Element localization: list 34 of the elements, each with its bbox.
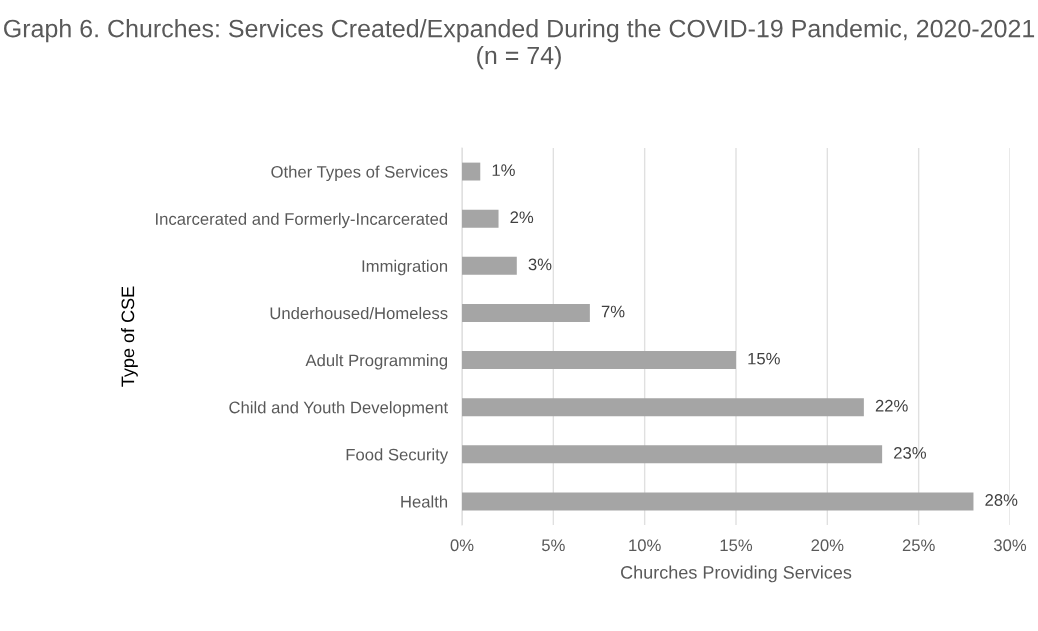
data-label: 23% <box>894 446 927 459</box>
x-tick-label: 20% <box>811 539 844 552</box>
x-tick-label: 5% <box>541 539 565 552</box>
x-tick-label: 0% <box>450 539 474 552</box>
bar <box>462 492 974 511</box>
bar <box>462 256 517 275</box>
y-axis-title: Type of CSE <box>121 286 138 387</box>
x-tick-label: 10% <box>629 539 661 552</box>
bar <box>462 351 736 370</box>
y-tick-label: Other Types of Services <box>271 165 448 182</box>
y-tick-label: Underhoused/Homeless <box>270 306 448 320</box>
x-axis-title: Churches Providing Services <box>621 565 852 583</box>
data-label: 7% <box>601 305 625 318</box>
bar <box>462 445 883 464</box>
chart-title: Graph 6. Churches: Services Created/Expanded During the COVID-19 Pandemic, 2020-2021 (n = 74) <box>4 19 1035 70</box>
bar <box>462 398 864 417</box>
x-tick-label: 30% <box>993 539 1027 552</box>
y-tick-label: Child and Youth Development <box>229 401 448 417</box>
data-label: 3% <box>528 258 552 271</box>
bar <box>462 162 481 181</box>
y-tick-label: Food Security <box>346 448 449 464</box>
data-label: 28% <box>985 494 1018 506</box>
y-tick-label: Health <box>401 495 448 508</box>
data-label: 15% <box>748 352 780 365</box>
x-tick-label: 15% <box>720 539 753 552</box>
bar <box>462 303 590 322</box>
y-tick-label: Immigration <box>362 259 448 276</box>
bar <box>462 209 499 228</box>
y-tick-label: Adult Programming <box>305 354 448 370</box>
data-label: 2% <box>510 211 534 224</box>
data-label: 1% <box>492 164 515 176</box>
y-tick-label: Incarcerated and Formerly-Incarcerated <box>156 212 448 229</box>
x-tick-label: 25% <box>902 539 935 552</box>
data-label: 22% <box>875 399 908 412</box>
